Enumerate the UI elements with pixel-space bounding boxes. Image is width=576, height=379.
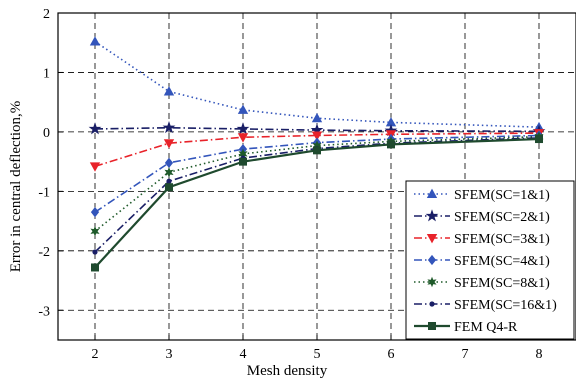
legend-marker: [427, 276, 437, 288]
data-point: [312, 146, 321, 155]
series-line: [94, 40, 540, 128]
data-point: [386, 140, 395, 149]
x-tick-label: 7: [462, 347, 469, 362]
legend-marker: [426, 188, 438, 199]
x-axis-label: Mesh density: [247, 363, 328, 379]
data-point: [91, 263, 100, 272]
series: [90, 131, 544, 237]
legend-item: SFEM(SC=1&1): [414, 188, 550, 203]
data-point: [163, 86, 175, 96]
y-tick-label: -2: [38, 245, 50, 260]
y-tick-label: 1: [43, 66, 50, 81]
data-point: [311, 131, 323, 141]
y-axis-label: Error in central deflection,%: [8, 101, 24, 273]
y-tick-label: 2: [43, 7, 50, 22]
legend-label: SFEM(SC=3&1): [454, 232, 550, 247]
legend-item: SFEM(SC=8&1): [414, 276, 550, 291]
data-point: [162, 121, 176, 134]
series-line: [94, 137, 540, 253]
data-point: [237, 104, 249, 114]
legend-marker: [427, 321, 436, 330]
data-point: [89, 36, 101, 46]
data-point: [237, 133, 249, 143]
y-tick-label: -3: [38, 304, 50, 319]
legend-marker: [426, 233, 438, 244]
data-point: [236, 122, 250, 135]
series: [89, 129, 545, 172]
axis-ticks: 2 3 4 5 6 7 8 -3 -2 -1 0 1 2: [38, 7, 542, 362]
legend-marker: [425, 209, 439, 222]
legend-label: FEM Q4-R: [454, 320, 518, 335]
data-point: [92, 249, 98, 255]
x-tick-label: 4: [240, 347, 247, 362]
data-point: [535, 135, 544, 144]
legend-marker: [427, 254, 437, 266]
legend-item: FEM Q4-R: [414, 320, 518, 335]
legend-label: SFEM(SC=16&1): [454, 298, 557, 313]
legend-item: SFEM(SC=16&1): [414, 298, 557, 313]
data-point: [163, 139, 175, 149]
legend-marker: [429, 301, 435, 307]
series-group: [88, 36, 546, 272]
data-point: [88, 122, 102, 135]
x-tick-label: 3: [166, 347, 173, 362]
data-point: [90, 207, 100, 218]
legend-label: SFEM(SC=4&1): [454, 254, 550, 269]
y-tick-label: -1: [38, 185, 50, 200]
data-point: [89, 162, 101, 172]
data-point: [238, 157, 247, 166]
series-line: [94, 137, 540, 269]
series-line: [94, 134, 540, 213]
legend-item: SFEM(SC=3&1): [414, 232, 550, 247]
x-tick-label: 5: [314, 347, 321, 362]
data-point: [164, 167, 174, 178]
data-point: [166, 178, 172, 184]
data-point: [90, 225, 100, 237]
data-point: [311, 112, 323, 123]
series: [91, 135, 544, 272]
legend-label: SFEM(SC=8&1): [454, 276, 550, 291]
legend: SFEM(SC=1&1) SFEM(SC=2&1) SFEM(SC=3&1) SFEM…: [405, 180, 575, 340]
legend-item: SFEM(SC=4&1): [414, 254, 550, 269]
y-tick-label: 0: [43, 126, 50, 141]
x-tick-label: 6: [388, 347, 395, 362]
legend-label: SFEM(SC=2&1): [454, 210, 550, 225]
data-point: [164, 183, 173, 192]
series-line: [94, 135, 540, 232]
x-tick-label: 8: [536, 347, 543, 362]
legend-label: SFEM(SC=1&1): [454, 188, 550, 203]
x-tick-label: 2: [92, 347, 99, 362]
legend-item: SFEM(SC=2&1): [414, 209, 550, 225]
series-line: [94, 132, 540, 168]
